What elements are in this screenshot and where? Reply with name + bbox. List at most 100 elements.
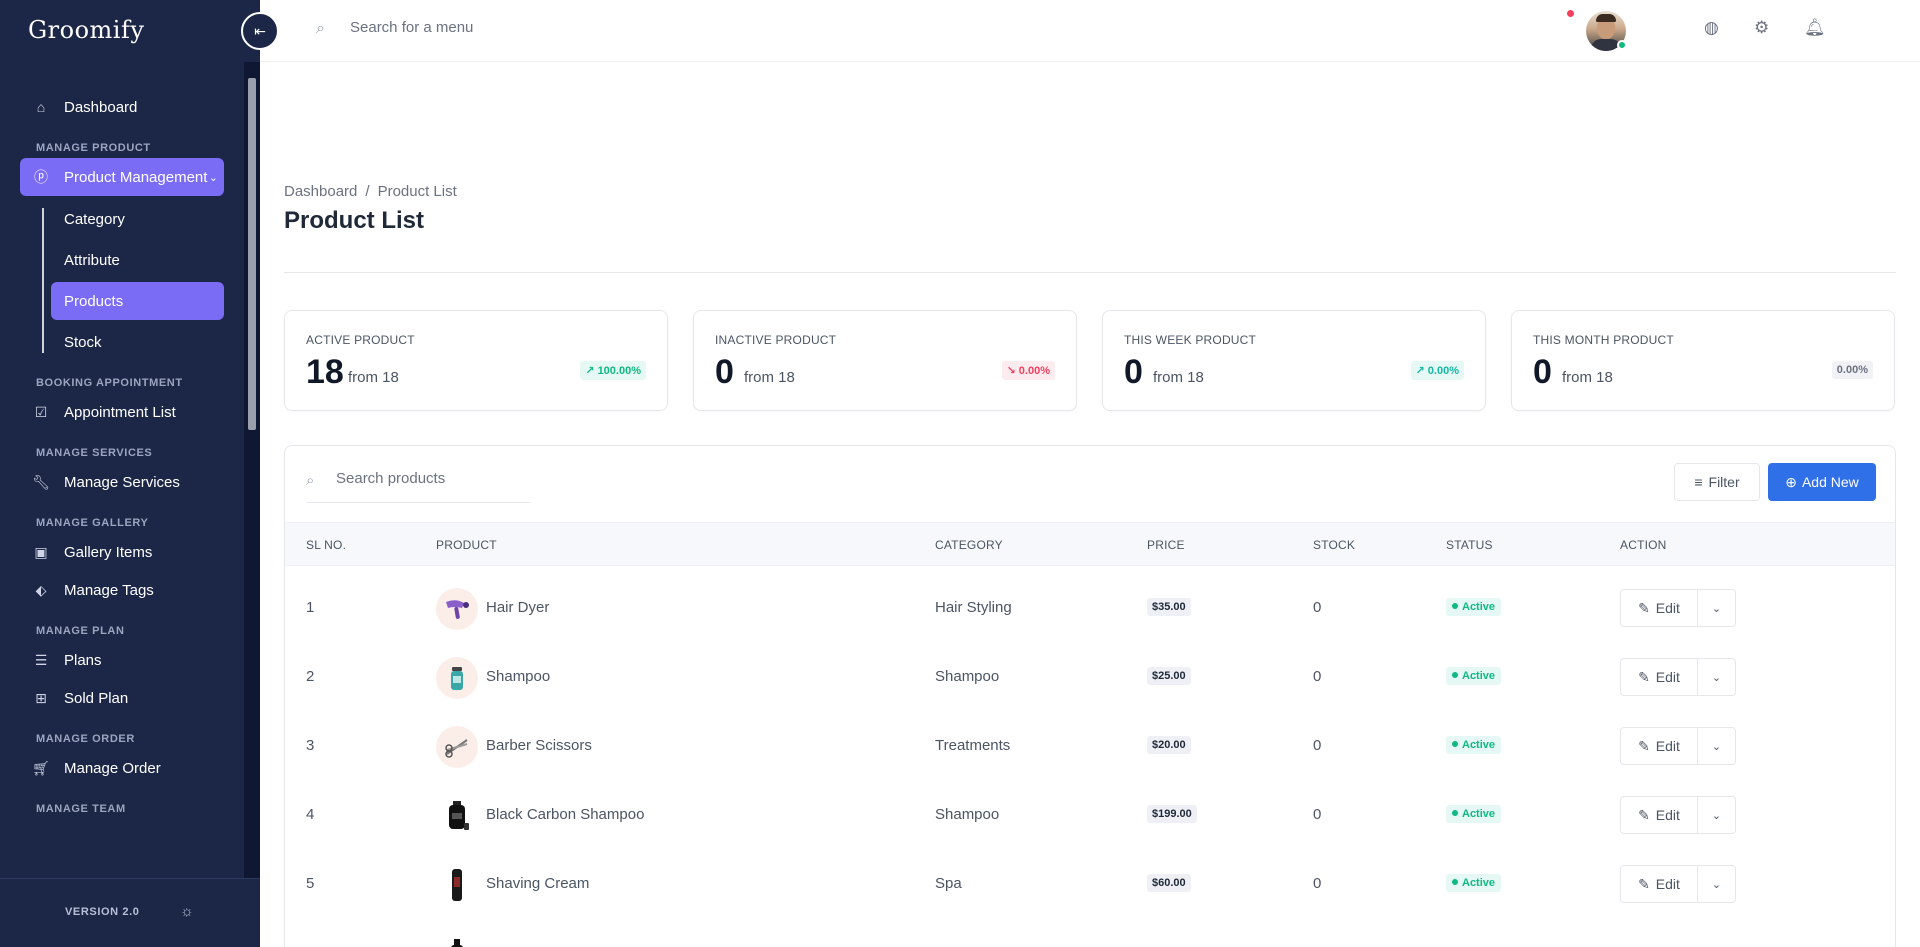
page-title: Product List — [284, 207, 425, 234]
sidebar-item-stock[interactable]: Stock — [64, 333, 102, 351]
product-thumbnail — [436, 931, 478, 947]
column-header: PRODUCT — [436, 538, 497, 552]
row-category: Hair Styling — [935, 599, 1012, 616]
sidebar-item-manage-order[interactable]: 🛒︎ Manage Order — [20, 749, 224, 787]
sidebar-item-category[interactable]: Category — [64, 210, 125, 228]
stat-value: 0 — [715, 353, 734, 391]
sidebar-footer: VERSION 2.0 ☼ — [0, 878, 260, 947]
row-product[interactable]: Black Carbon Shampoo — [486, 806, 645, 823]
breadcrumb-current: Product List — [377, 183, 457, 200]
edit-label: Edit — [1655, 600, 1680, 616]
cart-icon: 🛒︎ — [32, 759, 50, 776]
globe-icon[interactable]: ◍ — [1704, 18, 1719, 37]
row-sl: 4 — [306, 806, 315, 823]
tag-icon: ⬖ — [35, 581, 47, 598]
sidebar-item-label: Manage Tags — [64, 581, 154, 599]
sidebar-item-dashboard[interactable]: ⌂ Dashboard — [20, 88, 224, 126]
sidebar-item-plans[interactable]: ☰ Plans — [20, 641, 224, 679]
stat-label: INACTIVE PRODUCT — [715, 333, 837, 347]
sidebar-item-manage-services[interactable]: 🔧︎ Manage Services — [20, 463, 224, 501]
stat-from: from 18 — [1153, 369, 1204, 386]
section-order: MANAGE ORDER — [36, 733, 135, 745]
row-product[interactable]: Shampoo — [486, 668, 551, 685]
product-submenu: Category Attribute Products Stock — [42, 200, 224, 361]
row-actions-dropdown[interactable]: ⌄ — [1697, 589, 1736, 627]
sidebar-item-label: Appointment List — [64, 403, 176, 421]
product-search-input[interactable] — [336, 470, 506, 487]
collapse-left-icon: ⇤ — [254, 22, 266, 39]
menu-search-input[interactable] — [350, 19, 650, 36]
edit-button[interactable]: ✎ Edit — [1620, 796, 1698, 834]
row-product[interactable]: Hair Dyer — [486, 599, 550, 616]
sidebar-item-gallery-items[interactable]: ▣ Gallery Items — [20, 533, 224, 571]
row-price: $60.00 — [1147, 874, 1191, 892]
sidebar-item-product-management[interactable]: ⓟ Product Management ⌄ — [20, 158, 224, 196]
shaving-cream-thumbnail — [436, 864, 478, 906]
gear-icon[interactable]: ⚙ — [1754, 18, 1770, 37]
chevron-down-icon: ⌄ — [1711, 602, 1722, 615]
breadcrumb-root[interactable]: Dashboard — [284, 183, 358, 200]
row-product[interactable]: Shaving Cream — [486, 875, 590, 892]
stat-change-badge: ↗ 100.00% — [580, 361, 646, 380]
add-new-button[interactable]: ⊕ Add New — [1768, 463, 1876, 501]
edit-button[interactable]: ✎ Edit — [1620, 865, 1698, 903]
status-badge: Active — [1446, 805, 1502, 823]
column-header: STATUS — [1446, 538, 1493, 552]
sidebar-nav: ⌂ Dashboard MANAGE PRODUCT ⓟ Product Man… — [20, 88, 224, 819]
sidebar-item-label: Manage Services — [64, 473, 180, 491]
avatar-body — [1591, 39, 1621, 51]
stat-from: from 18 — [348, 369, 399, 386]
sidebar-item-manage-tags[interactable]: ⬖ Manage Tags — [20, 571, 224, 609]
bell-icon[interactable]: 🔔︎ — [1804, 18, 1826, 37]
edit-button[interactable]: ✎ Edit — [1620, 589, 1698, 627]
pencil-icon: ✎ — [1638, 599, 1650, 616]
section-plan: MANAGE PLAN — [36, 625, 125, 637]
plus-circle-icon: ⊕ — [1785, 473, 1797, 490]
chevron-down-icon: ⌄ — [1711, 809, 1722, 822]
sidebar-item-label: Sold Plan — [64, 689, 129, 707]
submenu-line — [42, 208, 44, 353]
breadcrumb-separator: / — [365, 183, 370, 200]
sidebar-item-attribute[interactable]: Attribute — [64, 251, 120, 269]
pencil-icon: ✎ — [1638, 806, 1650, 823]
edit-button[interactable]: ✎ Edit — [1620, 727, 1698, 765]
image-icon: ▣ — [34, 543, 48, 560]
sidebar-item-products[interactable]: Products — [51, 282, 224, 320]
stat-value: 0 — [1533, 353, 1552, 391]
sidebar-item-label: Product Management — [64, 168, 208, 186]
row-product[interactable]: Barber Scissors — [486, 737, 592, 754]
add-new-label: Add New — [1801, 474, 1859, 490]
section-services: MANAGE SERVICES — [36, 447, 153, 459]
sidebar-item-sold-plan[interactable]: ⊞ Sold Plan — [20, 679, 224, 717]
search-underline — [306, 502, 530, 503]
list-icon: ☰ — [34, 651, 48, 668]
black-shampoo-thumbnail — [436, 795, 478, 837]
home-icon: ⌂ — [36, 99, 46, 115]
status-text: Active — [1462, 877, 1496, 889]
stat-change-badge: ↗ 0.00% — [1410, 361, 1464, 380]
sun-icon[interactable]: ☼ — [180, 903, 194, 920]
stat-value: 0 — [1124, 353, 1143, 391]
row-stock: 0 — [1313, 875, 1322, 892]
edit-button[interactable]: ✎ Edit — [1620, 658, 1698, 696]
filter-button[interactable]: ≡ Filter — [1674, 463, 1760, 501]
pencil-icon: ✎ — [1638, 668, 1650, 685]
stat-change-value: 0.00% — [1836, 364, 1868, 376]
sidebar-collapse-button[interactable]: ⇤ — [241, 12, 279, 50]
stat-card-active: ACTIVE PRODUCT 18 from 18 ↗ 100.00% — [284, 310, 668, 411]
status-badge: Active — [1446, 598, 1502, 616]
edit-label: Edit — [1655, 669, 1680, 685]
app-logo[interactable]: Groomify — [28, 16, 145, 44]
status-text: Active — [1462, 739, 1496, 751]
search-icon: ⌕ — [316, 20, 325, 37]
stat-from: from 18 — [744, 369, 795, 386]
status-badge: Active — [1446, 667, 1502, 685]
stats-row: ACTIVE PRODUCT 18 from 18 ↗ 100.00% INAC… — [284, 310, 1896, 411]
sidebar-scroll-thumb[interactable] — [248, 78, 256, 430]
stat-change-value: 0.00% — [1427, 365, 1459, 377]
row-actions-dropdown[interactable]: ⌄ — [1697, 727, 1736, 765]
row-actions-dropdown[interactable]: ⌄ — [1697, 796, 1736, 834]
sidebar-item-appointment-list[interactable]: ☑ Appointment List — [20, 393, 224, 431]
row-actions-dropdown[interactable]: ⌄ — [1697, 658, 1736, 696]
row-actions-dropdown[interactable]: ⌄ — [1697, 865, 1736, 903]
